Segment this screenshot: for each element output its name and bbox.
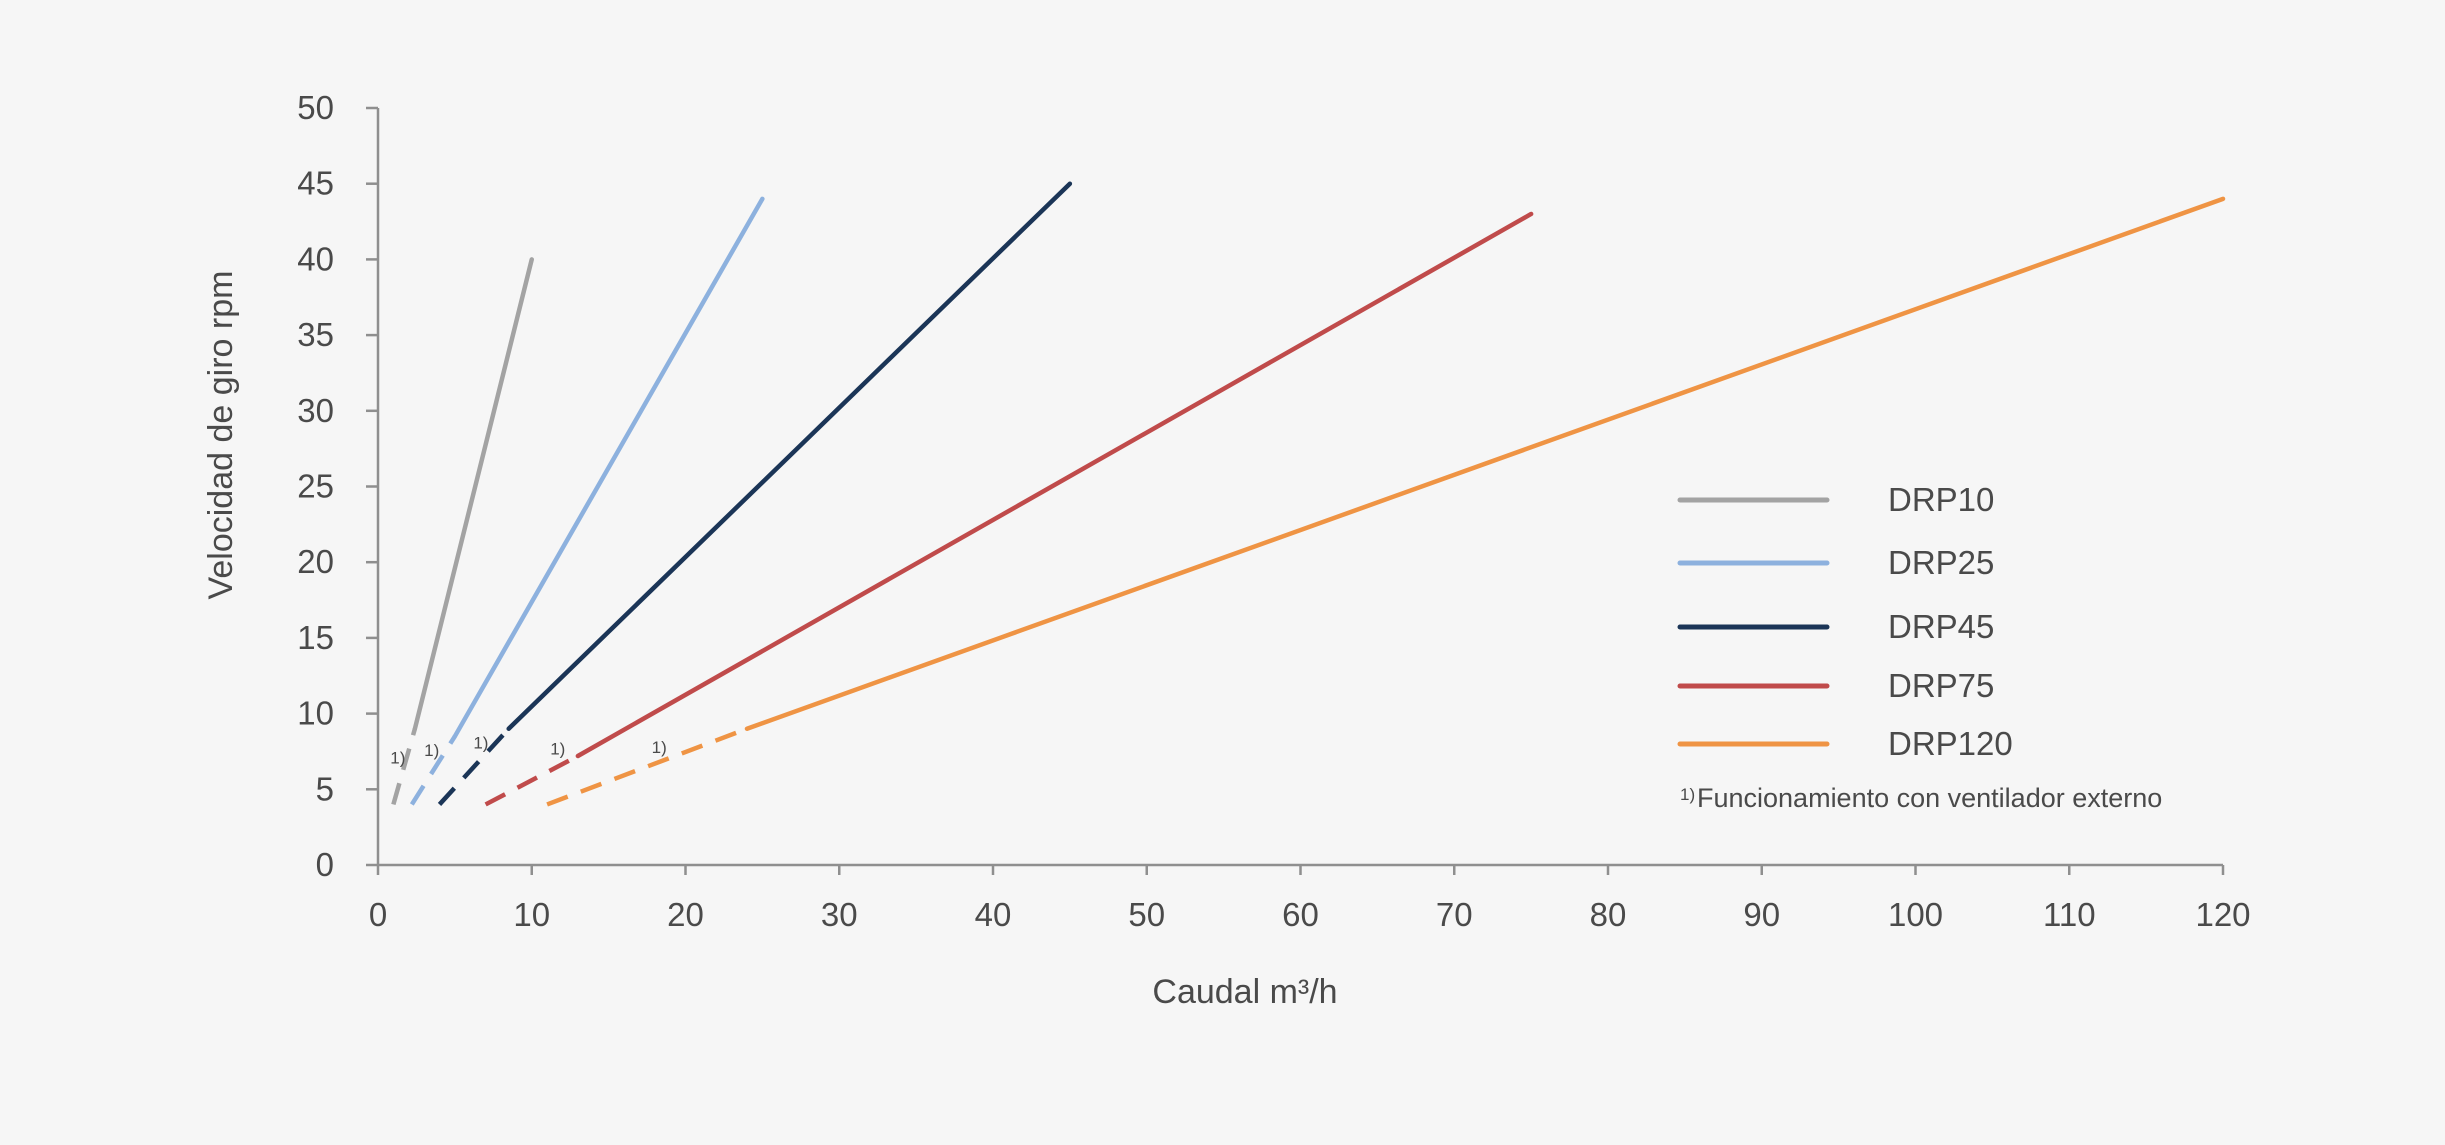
series-drp45 [437, 181, 1073, 806]
x-tick-label: 50 [1128, 896, 1165, 933]
x-tick-label: 30 [821, 896, 858, 933]
y-tick-label: 40 [297, 240, 334, 277]
y-tick-label: 25 [297, 468, 334, 505]
x-tick-label: 70 [1436, 896, 1473, 933]
x-tick-label: 120 [2195, 896, 2250, 933]
series-drp75-dashed-segment [484, 754, 579, 807]
y-tick-label: 5 [316, 770, 334, 807]
series-drp45-dashed-segment [437, 727, 511, 806]
legend-item-drp10: DRP10 [1677, 481, 1994, 518]
series-drp25-line [452, 196, 765, 739]
legend-item-drp25: DRP25 [1677, 544, 1994, 581]
legend-label: DRP45 [1888, 608, 1994, 645]
y-tick-label: 30 [297, 392, 334, 429]
x-tick-label: 0 [369, 896, 387, 933]
footnote-text: Funcionamiento con ventilador externo [1697, 783, 2162, 813]
x-tick-label: 110 [2043, 896, 2096, 933]
x-tick-label: 100 [1888, 896, 1943, 933]
y-axis: 0 5 10 15 20 25 30 35 40 45 50 [297, 89, 380, 883]
x-tick-label: 60 [1282, 896, 1319, 933]
series-drp10 [391, 257, 534, 806]
series-drp25-footnote-marker: 1) [424, 741, 439, 760]
legend-label: DRP25 [1888, 544, 1994, 581]
y-axis-title: Velocidad de giro rpm [202, 271, 240, 600]
y-tick-label: 50 [297, 89, 334, 126]
series-drp75-footnote-marker: 1) [550, 739, 565, 758]
legend-item-drp120: DRP120 [1677, 725, 2013, 762]
y-tick-label: 20 [297, 543, 334, 580]
series-drp10-line [412, 257, 534, 731]
series-drp45-footnote-marker: 1) [473, 733, 488, 752]
series-drp120-dashed-segment [546, 726, 748, 807]
series-lines [391, 181, 2226, 807]
footnote-mark: 1) [1680, 785, 1695, 804]
series-drp10-footnote-marker: 1) [390, 749, 405, 768]
y-tick-label: 45 [297, 165, 334, 202]
series-drp120-line [744, 196, 2226, 731]
x-axis: 0 10 20 30 40 50 60 70 80 90 100 110 120 [369, 863, 2251, 933]
legend-item-drp45: DRP45 [1677, 608, 1994, 645]
x-tick-label: 80 [1590, 896, 1627, 933]
series-drp75-line [575, 211, 1534, 759]
series-drp10-dashed-segment [391, 728, 418, 806]
y-tick-label: 10 [297, 695, 334, 732]
series-markers: 1) 1) 1) 1) 1) [390, 733, 667, 767]
series-drp75 [484, 211, 1534, 807]
y-tick-label: 0 [316, 846, 334, 883]
legend-label: DRP10 [1888, 481, 1994, 518]
y-tick-label: 35 [297, 316, 334, 353]
series-drp45-line [506, 181, 1073, 731]
series-drp25 [409, 196, 765, 806]
x-axis-title: Caudal m³/h [1152, 973, 1337, 1011]
legend-label: DRP120 [1888, 725, 2013, 762]
x-tick-label: 40 [975, 896, 1012, 933]
series-drp25-dashed-segment [409, 735, 457, 806]
x-tick-label: 10 [513, 896, 550, 933]
footnote: 1) Funcionamiento con ventilador externo [1680, 783, 2162, 813]
y-tick-label: 15 [297, 619, 334, 656]
series-drp120-footnote-marker: 1) [652, 738, 667, 757]
series-drp120 [546, 196, 2226, 807]
legend-label: DRP75 [1888, 667, 1994, 704]
x-tick-label: 90 [1743, 896, 1780, 933]
legend: DRP10 DRP25 DRP45 DRP75 DRP120 [1677, 481, 2013, 762]
x-tick-label: 20 [667, 896, 704, 933]
legend-item-drp75: DRP75 [1677, 667, 1994, 704]
